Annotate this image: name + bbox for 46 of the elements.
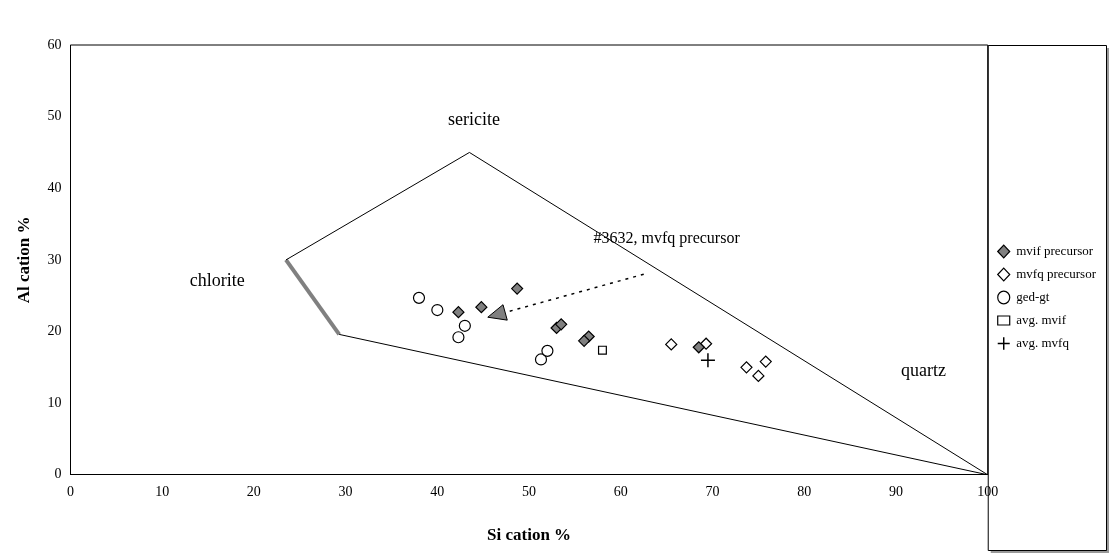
x-tick-label: 30 bbox=[338, 483, 353, 499]
x-tick-label: 90 bbox=[888, 483, 903, 499]
legend-label: avg. mvfq bbox=[1016, 334, 1070, 350]
y-tick-label: 0 bbox=[54, 466, 62, 482]
point bbox=[431, 303, 444, 317]
point bbox=[475, 301, 488, 314]
x-tick-label: 20 bbox=[246, 483, 261, 499]
point bbox=[412, 291, 426, 304]
point bbox=[700, 337, 713, 350]
legend-label: ged-gt bbox=[1016, 288, 1050, 304]
x-tick-label: 40 bbox=[430, 483, 445, 499]
point bbox=[740, 361, 753, 374]
x-tick-label: 60 bbox=[613, 483, 628, 499]
x-tick-label: 70 bbox=[705, 483, 720, 499]
y-axis-title: Al cation % bbox=[13, 216, 33, 304]
point bbox=[597, 345, 607, 355]
point bbox=[511, 282, 524, 295]
y-tick-label: 30 bbox=[47, 251, 62, 267]
x-tick-label: 50 bbox=[522, 483, 537, 499]
point bbox=[700, 352, 716, 368]
point bbox=[555, 318, 568, 331]
point bbox=[452, 306, 465, 319]
y-tick-label: 40 bbox=[47, 179, 62, 195]
x-tick-label: 80 bbox=[797, 483, 812, 499]
x-axis-title: Si cation % bbox=[487, 525, 572, 545]
legend-label: mvfq precursor bbox=[1016, 265, 1097, 281]
x-tick-label: 0 bbox=[66, 483, 74, 499]
y-tick-label: 20 bbox=[47, 323, 62, 339]
point bbox=[759, 355, 772, 368]
point bbox=[534, 353, 548, 366]
annotation: chlorite bbox=[189, 270, 245, 291]
annotation: sericite bbox=[448, 108, 501, 129]
annotation: quartz bbox=[901, 359, 946, 380]
legend-label: avg. mvif bbox=[1016, 311, 1067, 327]
y-tick-label: 10 bbox=[47, 394, 62, 410]
point bbox=[578, 334, 591, 347]
point bbox=[692, 341, 705, 354]
point bbox=[752, 369, 765, 383]
legend-label: mvif precursor bbox=[1016, 242, 1094, 258]
point bbox=[458, 319, 471, 332]
point bbox=[541, 344, 554, 357]
y-tick-label: 60 bbox=[47, 36, 62, 52]
point bbox=[452, 331, 465, 344]
y-tick-label: 50 bbox=[47, 108, 62, 124]
point bbox=[665, 338, 678, 351]
x-tick-label: 10 bbox=[155, 483, 170, 499]
